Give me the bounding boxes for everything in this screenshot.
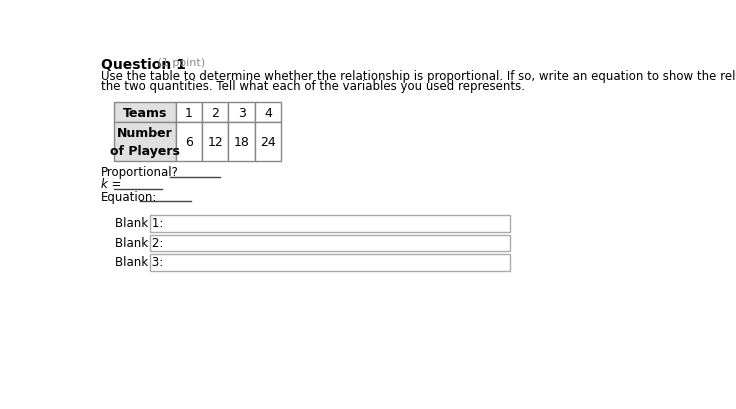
Text: Equation:: Equation: bbox=[102, 190, 158, 203]
Text: k =: k = bbox=[102, 178, 121, 191]
Bar bbox=[255, 103, 281, 123]
Bar bbox=[113, 123, 176, 161]
Bar bbox=[150, 254, 511, 271]
Text: Proportional?: Proportional? bbox=[102, 166, 179, 178]
Text: 12: 12 bbox=[208, 135, 223, 148]
Text: Number
of Players: Number of Players bbox=[110, 126, 180, 157]
Text: 2: 2 bbox=[211, 106, 219, 119]
Text: Blank 3:: Blank 3: bbox=[116, 255, 163, 268]
Text: (1 point): (1 point) bbox=[154, 58, 205, 68]
Text: 4: 4 bbox=[264, 106, 272, 119]
Bar bbox=[176, 103, 202, 123]
Bar bbox=[228, 123, 255, 161]
Bar bbox=[202, 123, 228, 161]
Bar bbox=[255, 123, 281, 161]
Bar bbox=[176, 123, 202, 161]
Text: Use the table to determine whether the relationship is proportional. If so, writ: Use the table to determine whether the r… bbox=[102, 70, 736, 83]
Text: 1: 1 bbox=[185, 106, 193, 119]
Text: Blank 2:: Blank 2: bbox=[116, 236, 163, 249]
Text: 6: 6 bbox=[185, 135, 193, 148]
Text: Question 1: Question 1 bbox=[102, 58, 186, 72]
Bar bbox=[202, 103, 228, 123]
Text: 3: 3 bbox=[238, 106, 246, 119]
Bar bbox=[113, 103, 176, 123]
Text: 18: 18 bbox=[233, 135, 250, 148]
Text: the two quantities. Tell what each of the variables you used represents.: the two quantities. Tell what each of th… bbox=[102, 80, 526, 93]
Text: Blank 1:: Blank 1: bbox=[116, 217, 163, 230]
Bar bbox=[228, 103, 255, 123]
Text: 24: 24 bbox=[260, 135, 276, 148]
Bar bbox=[150, 235, 511, 252]
Text: Teams: Teams bbox=[122, 106, 167, 119]
Bar bbox=[150, 216, 511, 233]
